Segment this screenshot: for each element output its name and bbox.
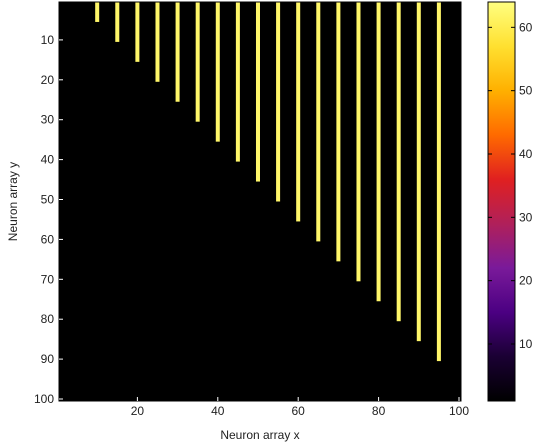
x-tick-label: 60: [292, 404, 306, 418]
colorbar-tick-label: 20: [519, 274, 533, 288]
x-tick-label: 80: [372, 404, 386, 418]
colorbar-tick-label: 60: [519, 20, 533, 34]
x-tick-label: 40: [211, 404, 225, 418]
y-tick-label: 70: [41, 272, 55, 286]
y-tick-label: 60: [41, 232, 55, 246]
colorbar-tick-label: 30: [519, 210, 533, 224]
colorbar: [487, 1, 516, 402]
y-tick-label: 30: [41, 113, 55, 127]
heatmap-stripe-3: [135, 2, 140, 62]
y-tick-label: 100: [34, 392, 54, 406]
stripes-layer: [95, 2, 441, 362]
heatmap-stripe-2: [115, 2, 120, 42]
y-tick-label: 50: [41, 193, 55, 207]
heatmap-stripe-9: [255, 2, 260, 182]
heatmap-stripe-11: [296, 2, 301, 222]
plot-frame: [58, 1, 462, 402]
colorbar-ticks: 10 20 30 40 50 60: [488, 20, 533, 351]
x-tick-label: 100: [449, 404, 469, 418]
heatmap-stripe-15: [376, 2, 381, 302]
heatmap-stripe-18: [436, 2, 441, 362]
heatmap-stripe-7: [215, 2, 220, 142]
y-tick-label: 20: [41, 73, 55, 87]
heatmap-stripe-4: [155, 2, 160, 82]
heatmap-stripe-14: [356, 2, 361, 282]
y-tick-label: 80: [41, 312, 55, 326]
heatmap-stripe-12: [316, 2, 321, 242]
heatmap-stripe-8: [235, 2, 240, 162]
x-tick-label: 20: [131, 404, 145, 418]
y-axis-label: Neuron array y: [6, 162, 20, 241]
heatmap-stripe-6: [195, 2, 200, 122]
heatmap-stripe-13: [336, 2, 341, 262]
x-axis: 20 40 60 80 100: [131, 397, 469, 418]
colorbar-tick-label: 10: [519, 337, 533, 351]
heatmap-stripe-17: [416, 2, 421, 342]
colorbar-tick-label: 50: [519, 84, 533, 98]
y-axis: 10 20 30 40 50 60 70 80 90 100: [34, 33, 63, 406]
colorbar-tick-label: 40: [519, 147, 533, 161]
y-tick-label: 90: [41, 352, 55, 366]
y-tick-label: 10: [41, 33, 55, 47]
heatmap-stripe-16: [396, 2, 401, 322]
y-tick-label: 40: [41, 153, 55, 167]
heatmap-stripe-1: [95, 2, 100, 22]
x-axis-label: Neuron array x: [220, 428, 299, 442]
heatmap-stripe-10: [276, 2, 281, 202]
heatmap-stripe-5: [175, 2, 180, 102]
